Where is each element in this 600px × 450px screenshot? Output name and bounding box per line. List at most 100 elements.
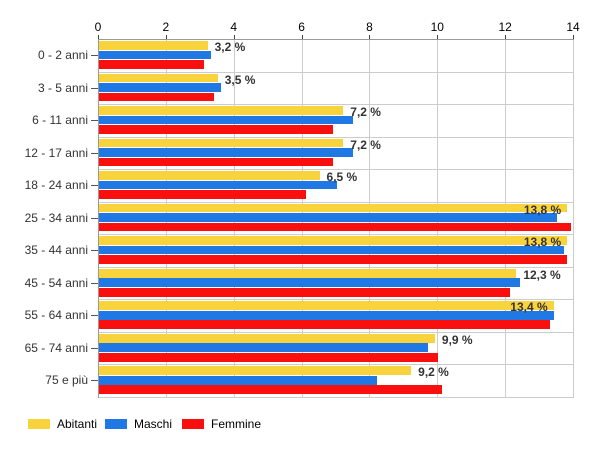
category-tick-mark: [91, 315, 98, 317]
bar-abitanti: [99, 203, 568, 213]
category-label: 55 - 64 anni: [24, 308, 88, 323]
bar-femmine: [99, 352, 439, 362]
bar-maschi: [99, 245, 564, 255]
category-tick-mark: [91, 87, 98, 89]
bar-femmine: [99, 320, 551, 330]
category-label: 45 - 54 anni: [24, 275, 88, 290]
x-tick-mark: [437, 35, 439, 40]
gridline-horizontal: [99, 364, 574, 365]
x-tick-mark: [301, 35, 303, 40]
bar-value-label: 9,2 %: [418, 365, 449, 380]
x-tick-mark: [573, 35, 574, 40]
category-tick-mark: [91, 217, 98, 219]
gridline-horizontal: [99, 234, 574, 235]
bar-value-label: 9,9 %: [441, 332, 473, 347]
gridline-horizontal: [99, 299, 574, 300]
gridline-horizontal: [99, 397, 574, 398]
category-label: 0 - 2 anni: [37, 48, 88, 62]
bar-femmine: [99, 125, 334, 134]
x-tick-mark: [98, 35, 99, 40]
legend-swatch-maschi: [105, 419, 127, 429]
x-tick-mark: [165, 35, 167, 40]
category-label: 6 - 11 anni: [32, 113, 88, 128]
category-label: 18 - 24 anni: [24, 178, 88, 193]
x-tick-mark: [369, 35, 371, 40]
bar-value-label: 7,2 %: [350, 105, 381, 120]
bar-value-label: 3,5 %: [224, 72, 256, 87]
bar-maschi: [99, 213, 558, 222]
x-tick-mark: [505, 35, 507, 40]
x-tick-mark: [233, 35, 235, 40]
bar-maschi: [99, 180, 337, 190]
x-tick-label: 0: [94, 20, 102, 34]
category-tick-mark: [91, 380, 98, 382]
plot-area: 3,2 % 3,5 % 7,2 % 7,2 % 6,5 % 13,8 % 13,8 % 12,…: [98, 39, 574, 398]
gridline-horizontal: [99, 72, 574, 73]
bar-value-label: 12,3 %: [523, 267, 561, 282]
category-tick-mark: [91, 185, 98, 187]
bar-femmine: [99, 60, 205, 69]
bar-abitanti: [99, 41, 208, 50]
bar-maschi: [99, 50, 211, 60]
legend-item-maschi: Maschi: [105, 418, 172, 430]
gridline-horizontal: [99, 332, 574, 333]
gridline-horizontal: [99, 104, 574, 105]
bar-abitanti: [99, 301, 554, 311]
category-label: 3 - 5 anni: [37, 80, 88, 95]
bar-abitanti: [99, 366, 412, 376]
x-tick-label: 10: [430, 20, 444, 34]
gridline-horizontal: [99, 267, 574, 268]
category-tick-mark: [91, 250, 98, 252]
gridline-horizontal: [99, 137, 574, 138]
bar-femmine: [99, 157, 334, 167]
bar-femmine: [99, 255, 568, 264]
bar-maschi: [99, 310, 554, 320]
bar-femmine: [99, 222, 571, 232]
bar-abitanti: [99, 236, 568, 245]
bar-maschi: [99, 83, 222, 92]
bar-femmine: [99, 190, 306, 199]
bar-femmine: [99, 92, 215, 102]
legend-label-abitanti: Abitanti: [57, 417, 98, 431]
bar-maschi: [99, 278, 520, 287]
category-tick-mark: [91, 282, 98, 284]
x-tick-label: 14: [566, 20, 580, 34]
bar-value-label: 7,2 %: [350, 137, 381, 152]
bar-maschi: [99, 343, 429, 353]
legend-swatch-abitanti: [28, 419, 50, 429]
bar-femmine: [99, 287, 510, 297]
bar-value-label: 13,4 %: [510, 300, 548, 315]
bar-femmine: [99, 385, 442, 395]
bar-maschi: [99, 375, 378, 385]
bar-abitanti: [99, 171, 320, 180]
gridline-horizontal: [99, 169, 574, 170]
bar-abitanti: [99, 268, 517, 278]
bar-value-label: 3,2 %: [214, 40, 246, 54]
bar-abitanti: [99, 138, 344, 148]
bar-maschi: [99, 148, 354, 157]
category-label: 75 e più: [45, 373, 88, 388]
gridline-vertical: [573, 40, 574, 398]
x-tick-label: 6: [298, 20, 305, 34]
category-label: 12 - 17 anni: [24, 145, 88, 160]
bar-value-label: 6,5 %: [326, 170, 358, 185]
bar-value-label: 13,8 %: [523, 202, 562, 217]
legend-label-femmine: Femmine: [211, 417, 262, 431]
x-tick-label: 4: [230, 20, 238, 34]
legend-item-abitanti: Abitanti: [28, 418, 97, 430]
x-tick-label: 2: [162, 20, 170, 34]
category-label: 25 - 34 anni: [24, 210, 88, 225]
category-label: 35 - 44 anni: [24, 243, 88, 258]
gridline-horizontal: [99, 202, 574, 203]
bar-value-label: 13,8 %: [523, 235, 562, 250]
category-tick-mark: [91, 152, 98, 154]
category-tick-mark: [91, 55, 98, 56]
category-tick-mark: [91, 347, 98, 349]
legend-swatch-femmine: [182, 419, 204, 429]
legend-item-femmine: Femmine: [182, 418, 261, 430]
bar-abitanti: [99, 73, 218, 83]
x-tick-label: 12: [498, 20, 512, 34]
x-tick-label: 8: [366, 20, 373, 34]
bar-maschi: [99, 115, 354, 125]
